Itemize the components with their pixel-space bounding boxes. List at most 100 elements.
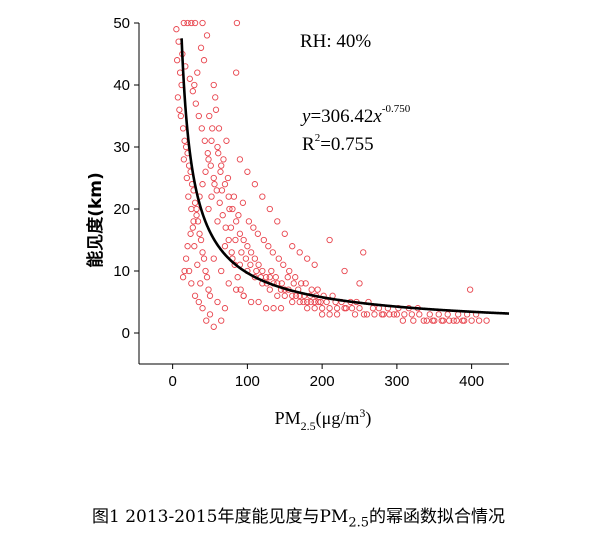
data-point xyxy=(214,143,221,151)
data-point xyxy=(483,317,490,324)
data-point xyxy=(274,292,281,299)
data-point xyxy=(475,317,483,324)
data-point xyxy=(304,255,311,262)
y-tick-label: 50 xyxy=(113,15,130,32)
data-point xyxy=(280,261,287,268)
data-point xyxy=(225,280,232,287)
data-point xyxy=(191,19,199,27)
data-point xyxy=(205,156,212,163)
data-point xyxy=(184,19,191,27)
data-point xyxy=(429,317,436,324)
data-point xyxy=(247,298,255,306)
data-point xyxy=(199,249,206,256)
r-squared: R2=0.755 xyxy=(302,132,374,155)
data-point xyxy=(202,168,209,175)
data-point xyxy=(181,267,188,275)
data-point xyxy=(225,236,232,244)
data-point xyxy=(237,286,244,293)
data-point xyxy=(304,305,311,312)
data-point xyxy=(206,112,213,120)
data-point xyxy=(453,317,460,324)
x-tick-label: 200 xyxy=(310,373,335,390)
data-point xyxy=(254,230,261,237)
data-point xyxy=(208,137,215,144)
data-point xyxy=(244,168,251,175)
data-point xyxy=(308,286,315,293)
data-point xyxy=(281,292,288,299)
data-point xyxy=(240,292,247,299)
data-point xyxy=(289,243,296,250)
rh-annotation: RH: 40% xyxy=(300,31,371,52)
data-point xyxy=(266,286,273,293)
data-point xyxy=(363,311,371,318)
data-point xyxy=(179,125,187,132)
r2-superscript: 2 xyxy=(315,132,321,144)
data-point xyxy=(188,19,195,27)
y-tick-label: 0 xyxy=(122,325,130,342)
data-point xyxy=(220,156,227,163)
data-point xyxy=(234,274,241,281)
data-point xyxy=(302,280,309,287)
data-point xyxy=(193,212,200,219)
data-point xyxy=(292,274,299,281)
data-point xyxy=(251,181,259,188)
data-point xyxy=(255,298,262,306)
data-point xyxy=(251,255,259,262)
data-point xyxy=(265,243,272,250)
data-point xyxy=(182,255,190,262)
data-point xyxy=(266,274,273,281)
data-point xyxy=(317,298,324,306)
x-label-sub: 2.5 xyxy=(301,419,316,433)
fit-equation: y=306.42x-0.750 xyxy=(300,103,411,127)
data-point xyxy=(197,236,205,244)
data-point xyxy=(307,298,315,306)
fit-curve xyxy=(180,38,510,315)
data-point xyxy=(300,298,307,306)
data-point xyxy=(318,305,326,312)
data-point xyxy=(259,193,266,200)
data-point xyxy=(360,249,367,256)
data-point xyxy=(298,280,305,287)
data-point xyxy=(214,298,221,306)
data-point xyxy=(315,298,322,306)
data-point xyxy=(184,243,191,250)
data-point xyxy=(186,75,193,82)
data-point xyxy=(235,212,242,219)
data-point xyxy=(239,199,247,206)
data-point xyxy=(247,249,255,256)
data-point xyxy=(242,255,250,262)
fit-curve-layer xyxy=(180,38,510,315)
caption-suffix: 的幂函数拟合情况 xyxy=(369,507,506,527)
data-point xyxy=(218,162,225,169)
data-point xyxy=(281,230,288,237)
data-point xyxy=(201,137,208,144)
y-tick-label: 20 xyxy=(113,201,130,218)
x-axis-label: PM2.5(μg/m3) xyxy=(275,406,372,433)
data-point xyxy=(219,212,226,219)
data-point xyxy=(206,311,214,318)
data-point xyxy=(314,286,321,293)
data-point xyxy=(360,311,368,318)
data-point xyxy=(194,69,201,76)
data-point xyxy=(210,81,217,89)
data-point xyxy=(233,69,240,76)
data-point xyxy=(286,267,293,275)
y-axis-label: 能见度(km) xyxy=(85,172,106,268)
data-point xyxy=(190,218,197,225)
data-point xyxy=(269,249,276,256)
data-point xyxy=(218,267,225,275)
x-label-sup: 3 xyxy=(359,406,365,420)
data-point xyxy=(426,311,433,318)
data-point xyxy=(323,298,330,306)
x-tick-label: 0 xyxy=(168,373,176,390)
data-point xyxy=(191,292,199,299)
data-point xyxy=(199,19,206,27)
data-point xyxy=(233,286,240,293)
data-point xyxy=(223,137,230,144)
data-point xyxy=(247,261,254,268)
data-point xyxy=(195,112,202,120)
data-point xyxy=(455,311,462,318)
data-point xyxy=(200,57,208,64)
data-point xyxy=(393,311,401,318)
data-point xyxy=(205,286,212,293)
